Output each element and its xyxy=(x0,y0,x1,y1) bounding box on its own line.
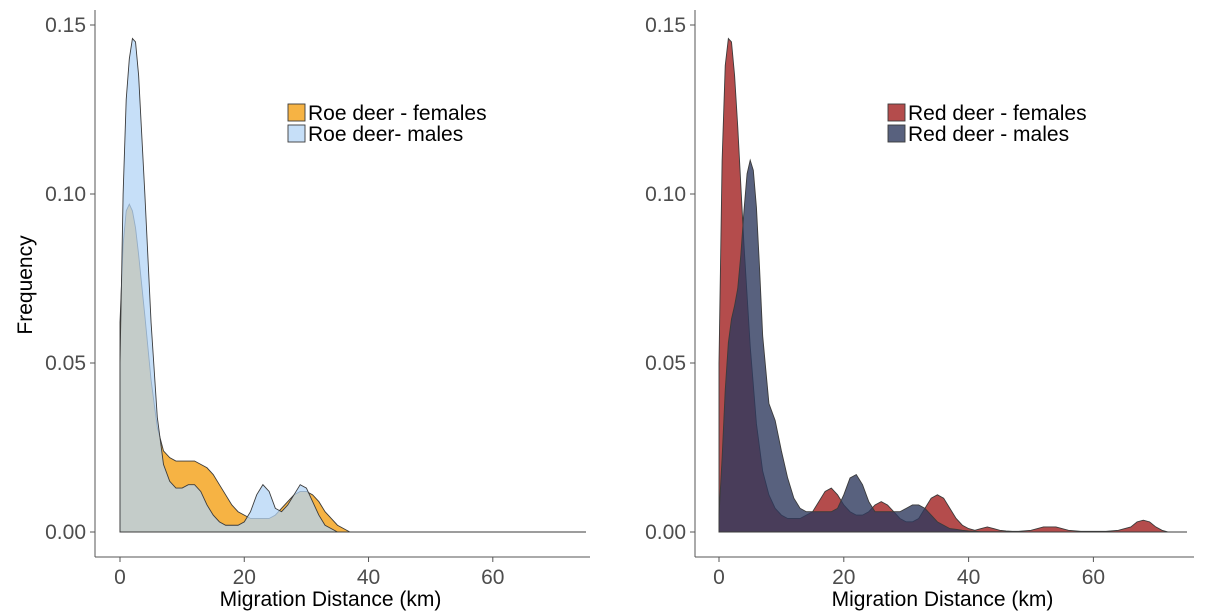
chart-panel-right: 0.00 0.05 0.10 0.15 0 20 40 60 Migration Distanc… xyxy=(645,10,1194,611)
y-tick-label-left-3: 0.15 xyxy=(45,14,86,37)
legend-label-right-0: Red deer - females xyxy=(908,102,1087,125)
y-tick-label-right-0: 0.00 xyxy=(645,521,686,544)
y-tick-label-right-1: 0.05 xyxy=(645,352,686,375)
legend-label-left-1: Roe deer- males xyxy=(308,123,463,146)
x-tick-label-right-3: 60 xyxy=(1082,566,1105,589)
legend-swatch-right-1 xyxy=(887,124,906,143)
y-tick-label-left-0: 0.00 xyxy=(45,521,86,544)
x-tick-label-left-3: 60 xyxy=(481,566,504,589)
legend-swatch-left-0 xyxy=(287,103,306,122)
legend-label-right-1: Red deer - males xyxy=(908,123,1069,146)
y-tick-label-right-2: 0.10 xyxy=(645,183,686,206)
density-area-left-1 xyxy=(119,37,338,533)
y-axis-title-left: Frequency xyxy=(14,235,37,335)
legend-swatch-right-0 xyxy=(887,103,906,122)
chart-panel-left: 0.00 0.05 0.10 0.15 0 20 40 60 Migration Distanc… xyxy=(14,10,590,611)
x-axis-title-right: Migration Distance (km) xyxy=(832,588,1054,611)
x-tick-label-left-0: 0 xyxy=(114,566,126,589)
x-tick-label-right-0: 0 xyxy=(713,566,725,589)
x-tick-label-left-2: 40 xyxy=(357,566,380,589)
legend-label-left-0: Roe deer - females xyxy=(308,102,487,125)
x-tick-label-right-1: 20 xyxy=(832,566,855,589)
x-tick-label-right-2: 40 xyxy=(957,566,980,589)
y-tick-label-right-3: 0.15 xyxy=(645,14,686,37)
x-tick-label-left-1: 20 xyxy=(233,566,256,589)
y-tick-label-left-2: 0.10 xyxy=(45,183,86,206)
y-tick-label-left-1: 0.05 xyxy=(45,352,86,375)
legend-swatch-left-1 xyxy=(287,124,306,143)
density-area-right-1 xyxy=(718,158,1007,533)
x-axis-title-left: Migration Distance (km) xyxy=(220,588,442,611)
